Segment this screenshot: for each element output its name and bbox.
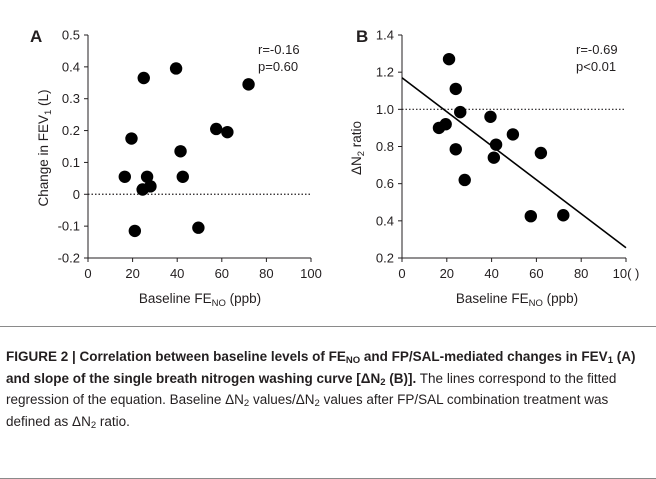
panel-b-y-tick-label: 0.6 bbox=[376, 176, 394, 191]
panel-b-data-point bbox=[458, 173, 471, 187]
panel-a-stat-r: r=-0.16 bbox=[258, 42, 300, 57]
caption-plain-2: values/ΔN bbox=[249, 392, 315, 407]
caption-bold-2-sub: 1 bbox=[607, 355, 613, 366]
panel-b-data-point bbox=[449, 82, 462, 96]
panel-a-data-point bbox=[128, 224, 142, 238]
panel-b-data-point bbox=[534, 146, 548, 160]
panel-a-y-tick-label: 0 bbox=[73, 187, 80, 202]
panel-b-data-point bbox=[524, 209, 537, 223]
panel-a-stat-p: p=0.60 bbox=[258, 59, 298, 74]
panel-a-y-axis-title: Change in FEV1 (L) bbox=[36, 89, 54, 206]
panel-a-data-point bbox=[140, 170, 154, 183]
caption-figure-label: FIGURE 2 | bbox=[6, 349, 80, 364]
panel-a-x-tick-label: 20 bbox=[125, 266, 139, 281]
panel-b-y-tick-label: 1.2 bbox=[376, 65, 394, 80]
panel-b: B ΔN2 ratio Baseline FENO (ppb) r=-0.69 … bbox=[349, 27, 639, 309]
panel-a-y-tick-label: 0.2 bbox=[62, 123, 80, 138]
panel-a-data-point bbox=[169, 62, 183, 75]
panel-a-data-point bbox=[221, 125, 234, 139]
panel-b-data-point bbox=[557, 209, 570, 222]
panel-a-x-tick-label: 100 bbox=[300, 266, 322, 281]
panel-b-regression-line bbox=[401, 77, 627, 249]
caption-bold-2: and FP/SAL-mediated changes in FEV bbox=[360, 349, 608, 364]
caption-bold-4: (B)]. bbox=[385, 370, 417, 386]
panel-a-x-axis-title: Baseline FENO (ppb) bbox=[139, 291, 261, 309]
panel-b-x-tick-label: 10( ) bbox=[613, 266, 640, 281]
panel-b-letter: B bbox=[356, 27, 368, 46]
panel-a-y-tick-label: 0.1 bbox=[62, 155, 80, 170]
caption-plain-3-sub: 2 bbox=[90, 419, 97, 431]
panel-a-data-point bbox=[125, 132, 138, 145]
panel-a-x-tick-label: 80 bbox=[259, 266, 273, 281]
caption-bold-3-sub: 2 bbox=[380, 376, 386, 388]
panel-a-y-tick-label: -0.1 bbox=[58, 219, 80, 234]
panel-a-data-point bbox=[242, 78, 255, 91]
panel-b-data-point bbox=[489, 138, 503, 151]
panel-a-y-tick-label: 0.4 bbox=[62, 59, 80, 74]
panel-b-data-point bbox=[454, 105, 467, 119]
panel-a-x-tick-label: 0 bbox=[84, 266, 91, 281]
panel-b-data-point bbox=[442, 52, 456, 66]
panel-b-y-tick-label: 0.8 bbox=[376, 139, 394, 154]
panel-b-x-tick-label: 60 bbox=[529, 266, 543, 281]
panel-b-x-tick-label: 20 bbox=[440, 266, 454, 281]
panel-b-data-point bbox=[487, 151, 501, 164]
caption-plain-4: ratio. bbox=[96, 413, 130, 429]
panel-b-stat-r: r=-0.69 bbox=[576, 42, 618, 57]
panel-a-letter: A bbox=[30, 27, 42, 46]
panel-a-x-tick-label: 60 bbox=[215, 266, 229, 281]
panel-a: A Change in FEV1 (L) Baseline FENO (ppb)… bbox=[30, 27, 322, 309]
caption-plain-1-sub: 2 bbox=[243, 398, 250, 409]
caption-bold-1-sub: NO bbox=[345, 355, 361, 366]
panel-a-data-point bbox=[210, 122, 223, 136]
caption-bold-1: Correlation between baseline levels of F… bbox=[79, 349, 346, 364]
panel-a-y-tick-label: 0.3 bbox=[62, 91, 80, 106]
panel-a-y-tick-label: -0.2 bbox=[58, 251, 80, 266]
panel-b-x-tick-label: 0 bbox=[398, 266, 405, 281]
panel-a-data-point bbox=[144, 180, 157, 193]
figure-caption: FIGURE 2 | Correlation between baseline … bbox=[6, 346, 654, 432]
caption-bold-3: (A) and slope of the single breath nitro… bbox=[6, 349, 636, 386]
caption-plain-1: The lines correspond to the fitted regre… bbox=[6, 370, 617, 408]
panel-a-data-point bbox=[174, 145, 187, 158]
panel-b-data-point bbox=[439, 118, 452, 131]
panel-b-data-point bbox=[449, 143, 462, 156]
panel-b-y-tick-label: 0.2 bbox=[376, 251, 394, 266]
panel-a-data-point bbox=[192, 221, 205, 234]
figure: A Change in FEV1 (L) Baseline FENO (ppb)… bbox=[30, 27, 639, 309]
caption-top-rule bbox=[0, 326, 656, 327]
panel-a-x-tick-label: 40 bbox=[170, 266, 184, 281]
panel-b-y-axis-title: ΔN2 ratio bbox=[349, 121, 367, 175]
panel-b-x-tick-label: 40 bbox=[484, 266, 498, 281]
panel-b-data-point bbox=[506, 128, 520, 141]
caption-plain-2-sub: 2 bbox=[314, 398, 320, 409]
panel-a-y-tick-label: 0.5 bbox=[62, 28, 80, 43]
panel-a-data-point bbox=[137, 71, 150, 85]
panel-a-data-point bbox=[176, 170, 189, 183]
panel-b-data-point bbox=[484, 110, 497, 123]
panel-b-x-tick-label: 80 bbox=[574, 266, 588, 281]
panel-b-y-tick-label: 1.4 bbox=[376, 28, 394, 43]
panel-a-data-point bbox=[118, 170, 131, 183]
panel-b-stat-p: p<0.01 bbox=[576, 59, 616, 74]
panel-b-y-tick-label: 0.4 bbox=[376, 213, 394, 228]
caption-plain-3: values after FP/SAL combination treatmen… bbox=[6, 392, 609, 429]
panel-b-x-axis-title: Baseline FENO (ppb) bbox=[456, 291, 578, 309]
panel-b-y-tick-label: 1.0 bbox=[376, 102, 394, 117]
